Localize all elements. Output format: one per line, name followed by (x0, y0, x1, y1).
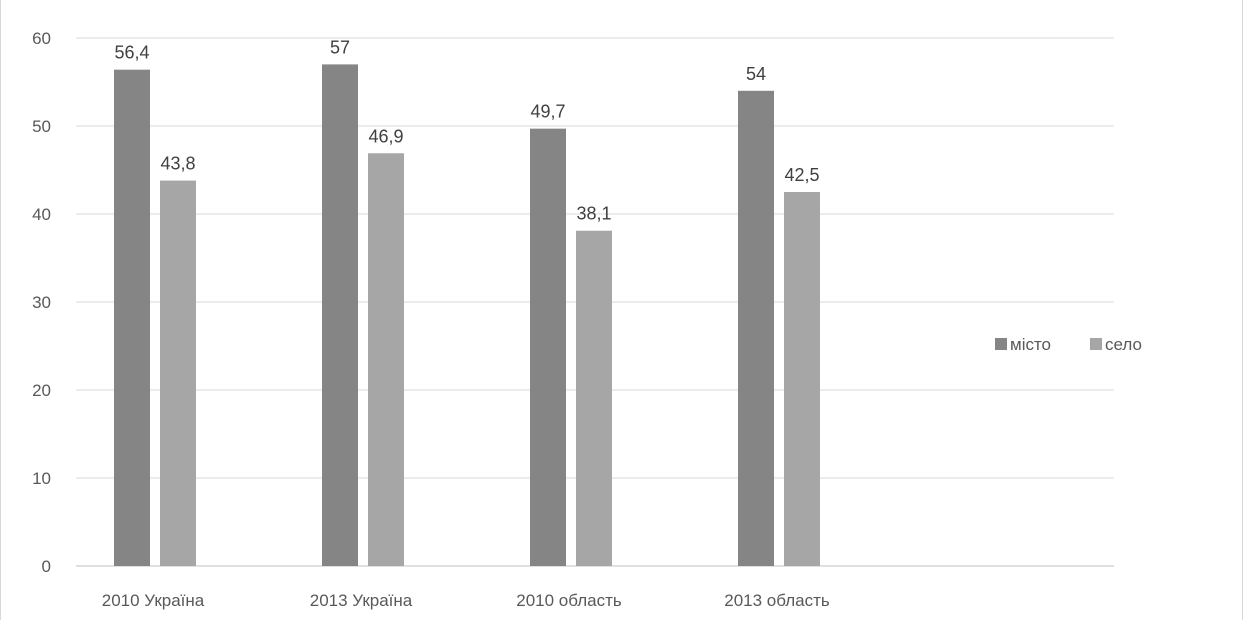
bar (784, 192, 820, 566)
legend-swatch (995, 338, 1007, 350)
y-tick-label: 0 (42, 557, 51, 576)
x-tick-label: 2013 Україна (310, 591, 413, 610)
bar (114, 69, 150, 567)
data-label: 38,1 (576, 204, 611, 224)
bar (738, 90, 774, 567)
bar (576, 230, 612, 566)
x-axis-ticks: 2010 Україна 2013 Україна 2010 область 2013… (102, 591, 830, 610)
legend-label: село (1105, 335, 1142, 354)
y-tick-label: 60 (32, 29, 51, 48)
legend-label: місто (1010, 335, 1051, 354)
y-tick-label: 30 (32, 293, 51, 312)
bar (160, 180, 196, 566)
y-tick-label: 40 (32, 205, 51, 224)
data-label: 42,5 (784, 165, 819, 185)
data-label: 46,9 (368, 126, 403, 146)
bar (530, 128, 566, 566)
data-label: 56,4 (114, 43, 149, 63)
legend-swatch (1090, 338, 1102, 350)
y-tick-label: 50 (32, 117, 51, 136)
data-labels: 56,4 43,8 57 46,9 49,7 38,1 54 42,5 (114, 37, 819, 223)
data-label: 57 (330, 37, 350, 57)
data-label: 54 (746, 64, 766, 84)
x-tick-label: 2013 область (724, 591, 830, 610)
bar (368, 153, 404, 566)
y-tick-label: 20 (32, 381, 51, 400)
bars (114, 64, 820, 567)
data-label: 49,7 (530, 102, 565, 122)
legend: місто село (995, 335, 1142, 354)
y-tick-label: 10 (32, 469, 51, 488)
y-axis-ticks: 0 10 20 30 40 50 60 (32, 29, 51, 576)
x-tick-label: 2010 область (516, 591, 622, 610)
x-tick-label: 2010 Україна (102, 591, 205, 610)
bar (322, 64, 358, 567)
data-label: 43,8 (160, 154, 195, 174)
